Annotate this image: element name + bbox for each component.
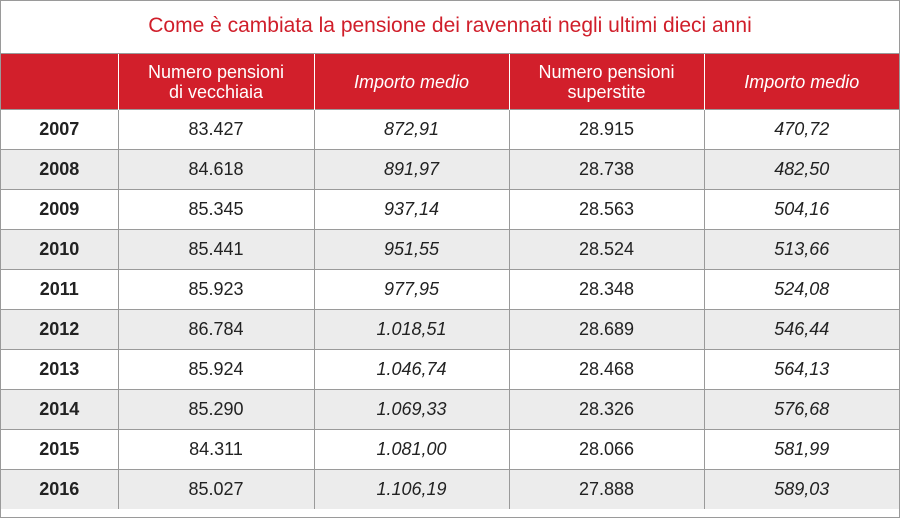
importo-medio-vecchiaia-cell: 1.046,74 [313, 349, 509, 390]
importo-medio-vecchiaia-cell: 1.069,33 [313, 389, 509, 430]
pensioni-superstite-cell: 28.738 [508, 149, 704, 190]
table-row: 2011 85.923 977,95 28.348 524,08 [1, 269, 899, 310]
pensioni-vecchiaia-cell: 86.784 [117, 309, 314, 350]
header-pensioni-vecchiaia: Numero pensioni di vecchiaia [117, 54, 314, 110]
header-year [1, 54, 118, 110]
year-cell: 2007 [1, 109, 118, 150]
header-importo-medio-vecchiaia: Importo medio [313, 54, 509, 110]
importo-medio-vecchiaia-cell: 891,97 [313, 149, 509, 190]
pensioni-vecchiaia-cell: 85.923 [117, 269, 314, 310]
importo-medio-superstite-cell: 581,99 [703, 429, 899, 470]
pensioni-vecchiaia-cell: 85.441 [117, 229, 314, 270]
pensioni-superstite-cell: 28.563 [508, 189, 704, 230]
pension-table: Numero pensioni di vecchiaia Importo med… [1, 54, 899, 509]
pensioni-superstite-cell: 28.915 [508, 109, 704, 150]
pensioni-superstite-cell: 28.348 [508, 269, 704, 310]
importo-medio-vecchiaia-cell: 977,95 [313, 269, 509, 310]
table-row: 2016 85.027 1.106,19 27.888 589,03 [1, 469, 899, 509]
importo-medio-vecchiaia-cell: 1.081,00 [313, 429, 509, 470]
pensioni-vecchiaia-cell: 84.618 [117, 149, 314, 190]
importo-medio-vecchiaia-cell: 1.018,51 [313, 309, 509, 350]
pensioni-vecchiaia-cell: 84.311 [117, 429, 314, 470]
pensioni-superstite-cell: 28.524 [508, 229, 704, 270]
importo-medio-superstite-cell: 524,08 [703, 269, 899, 310]
year-cell: 2015 [1, 429, 118, 470]
table-row: 2012 86.784 1.018,51 28.689 546,44 [1, 309, 899, 350]
importo-medio-superstite-cell: 546,44 [703, 309, 899, 350]
pensioni-vecchiaia-cell: 85.027 [117, 469, 314, 509]
year-cell: 2011 [1, 269, 118, 310]
table-row: 2015 84.311 1.081,00 28.066 581,99 [1, 429, 899, 470]
importo-medio-superstite-cell: 576,68 [703, 389, 899, 430]
header-pensioni-superstite-line1: Numero pensioni [538, 61, 675, 82]
importo-medio-superstite-cell: 482,50 [703, 149, 899, 190]
pensioni-superstite-cell: 28.689 [508, 309, 704, 350]
table-row: 2008 84.618 891,97 28.738 482,50 [1, 149, 899, 190]
importo-medio-vecchiaia-cell: 1.106,19 [313, 469, 509, 509]
header-pensioni-superstite: Numero pensioni superstite [508, 54, 704, 110]
table-row: 2010 85.441 951,55 28.524 513,66 [1, 229, 899, 270]
year-cell: 2008 [1, 149, 118, 190]
pensioni-vecchiaia-cell: 85.345 [117, 189, 314, 230]
table-row: 2007 83.427 872,91 28.915 470,72 [1, 109, 899, 150]
table-row: 2009 85.345 937,14 28.563 504,16 [1, 189, 899, 230]
pensioni-vecchiaia-cell: 83.427 [117, 109, 314, 150]
year-cell: 2014 [1, 389, 118, 430]
importo-medio-vecchiaia-cell: 937,14 [313, 189, 509, 230]
importo-medio-superstite-cell: 504,16 [703, 189, 899, 230]
header-pensioni-vecchiaia-line1: Numero pensioni [147, 61, 285, 82]
header-pensioni-superstite-line2: superstite [567, 81, 646, 102]
table-title: Come è cambiata la pensione dei ravennat… [1, 1, 899, 54]
importo-medio-superstite-cell: 564,13 [703, 349, 899, 390]
pensioni-superstite-cell: 27.888 [508, 469, 704, 509]
table-body: 2007 83.427 872,91 28.915 470,72 2008 84.618 89… [1, 109, 899, 509]
importo-medio-vecchiaia-cell: 951,55 [313, 229, 509, 270]
table-row: 2014 85.290 1.069,33 28.326 576,68 [1, 389, 899, 430]
year-cell: 2012 [1, 309, 118, 350]
header-importo-medio-superstite: Importo medio [703, 54, 899, 110]
year-cell: 2013 [1, 349, 118, 390]
pensioni-vecchiaia-cell: 85.290 [117, 389, 314, 430]
header-row: Numero pensioni di vecchiaia Importo med… [1, 54, 899, 110]
year-cell: 2010 [1, 229, 118, 270]
importo-medio-superstite-cell: 470,72 [703, 109, 899, 150]
header-pensioni-vecchiaia-line2: di vecchiaia [168, 81, 264, 102]
importo-medio-vecchiaia-cell: 872,91 [313, 109, 509, 150]
importo-medio-superstite-cell: 513,66 [703, 229, 899, 270]
year-cell: 2016 [1, 469, 118, 509]
importo-medio-superstite-cell: 589,03 [703, 469, 899, 509]
year-cell: 2009 [1, 189, 118, 230]
pensioni-vecchiaia-cell: 85.924 [117, 349, 314, 390]
pensioni-superstite-cell: 28.326 [508, 389, 704, 430]
pensioni-superstite-cell: 28.468 [508, 349, 704, 390]
pensioni-superstite-cell: 28.066 [508, 429, 704, 470]
table-row: 2013 85.924 1.046,74 28.468 564,13 [1, 349, 899, 390]
